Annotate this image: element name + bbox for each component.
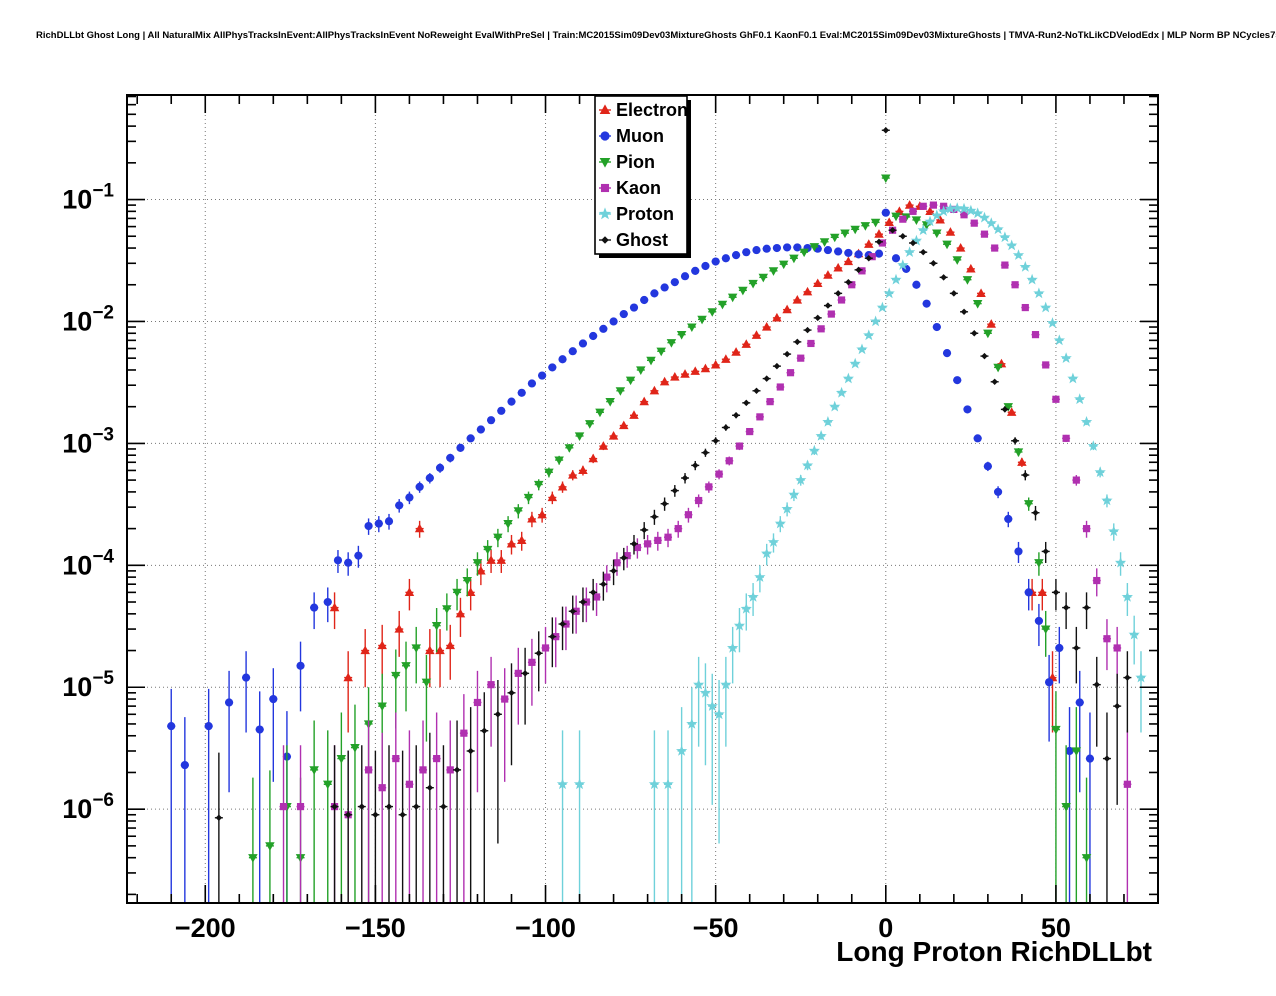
series-electron — [329, 200, 1058, 733]
legend-item-kaon: Kaon — [599, 178, 661, 198]
series-proton — [556, 202, 1147, 903]
legend-star-icon — [598, 207, 612, 220]
y-tick-label: 10−1 — [62, 181, 114, 215]
y-tick-label: 10−6 — [62, 790, 114, 824]
legend-label: Kaon — [616, 178, 661, 198]
plot-frame — [126, 94, 1159, 904]
grid-lines — [127, 95, 1158, 903]
legend-label: Ghost — [616, 230, 668, 250]
legend-square-icon — [600, 183, 610, 193]
x-tick-label: −100 — [515, 913, 576, 943]
legend-label: Pion — [616, 152, 655, 172]
series-kaon — [279, 201, 1132, 903]
y-tick-label: 10−5 — [62, 668, 114, 702]
axis-tick-labels: −200 −150 −100 −50 0 50 10−1 10−2 10−3 10−4 10−5 10… — [62, 181, 1071, 943]
x-tick-label: −50 — [693, 913, 739, 943]
y-tick-label: 10−3 — [62, 424, 114, 458]
x-axis-title: Long Proton RichDLLbt — [836, 936, 1152, 967]
y-tick-label: 10−2 — [62, 302, 114, 336]
y-tick-label: 10−4 — [62, 546, 114, 580]
x-tick-label: 50 — [1041, 913, 1071, 943]
legend-item-muon: Muon — [599, 126, 664, 146]
legend-item-electron: Electron — [599, 100, 688, 120]
legend-label: Muon — [616, 126, 664, 146]
x-tick-label: −150 — [345, 913, 406, 943]
legend-label: Proton — [616, 204, 674, 224]
legend-item-ghost: Ghost — [599, 230, 668, 250]
legend-circle-icon — [600, 131, 610, 141]
series-ghost — [214, 127, 1132, 903]
axis-ticks — [127, 95, 1159, 903]
series-muon — [167, 208, 1095, 903]
legend: Electron Muon Pion Kaon Proton Ghost — [594, 95, 691, 258]
legend-label: Electron — [616, 100, 688, 120]
plot-title: RichDLLbt Ghost Long | All NaturalMix Al… — [36, 30, 1276, 41]
legend-item-pion: Pion — [599, 152, 655, 172]
legend-item-proton: Proton — [598, 204, 674, 224]
legend-triangle-up-icon — [599, 104, 611, 115]
legend-diamond-icon — [601, 236, 609, 244]
legend-triangle-down-icon — [599, 157, 611, 168]
x-tick-label: −200 — [175, 913, 236, 943]
x-tick-label: 0 — [878, 913, 893, 943]
